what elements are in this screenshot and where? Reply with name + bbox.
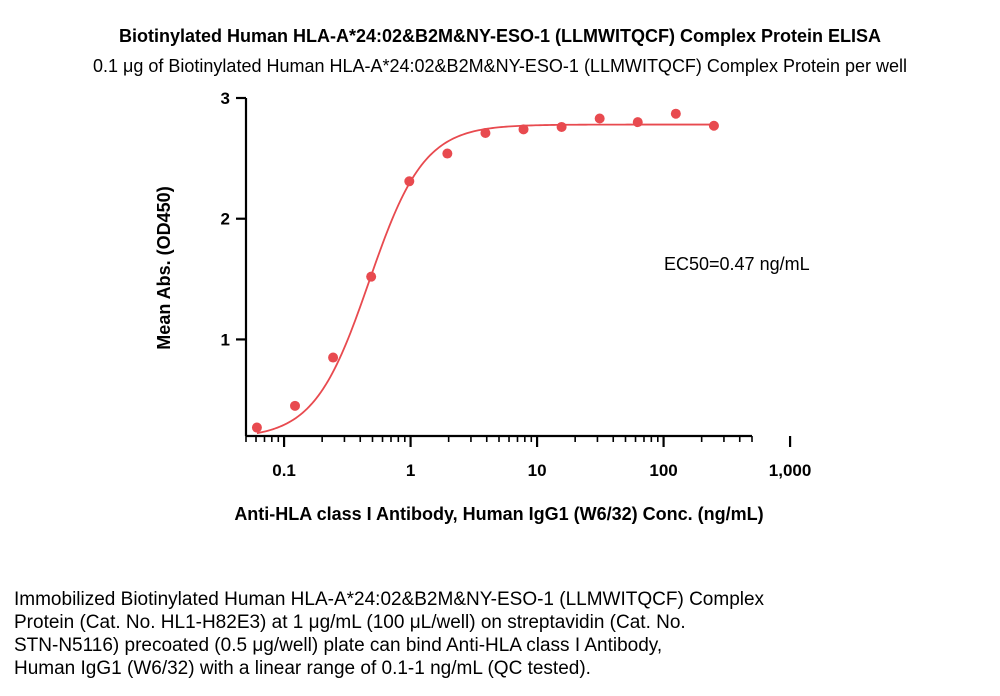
x-tick-label: 1 (406, 461, 415, 480)
x-tick-label: 1,000 (769, 461, 812, 480)
y-tick-label: 3 (221, 89, 230, 108)
data-point (290, 400, 301, 411)
data-point (594, 113, 605, 124)
x-axis-label: Anti-HLA class I Antibody, Human IgG1 (W… (234, 504, 763, 524)
labels-layer: 1 2 3 0.1 1 10 100 1,000 Anti-HLA class I Antibo… (154, 89, 811, 524)
caption-line: Protein (Cat. No. HL1-H82E3) at 1 μg/mL … (14, 612, 686, 633)
data-point (670, 108, 681, 119)
figure-caption: Immobilized Biotinylated Human HLA-A*24:… (14, 588, 974, 680)
x-tick-label: 100 (649, 461, 677, 480)
fit-curve (256, 123, 714, 435)
data-point (251, 422, 262, 433)
fit-curve-layer (256, 123, 714, 435)
data-points-layer (251, 108, 719, 433)
axes (236, 96, 792, 447)
caption-line: Immobilized Biotinylated Human HLA-A*24:… (14, 589, 765, 610)
data-point (442, 148, 453, 159)
chart-svg: 1 2 3 0.1 1 10 100 1,000 Anti-HLA class I Antibo… (154, 89, 811, 524)
data-point (328, 352, 339, 363)
chart-subtitle: 0.1 μg of Biotinylated Human HLA-A*24:02… (92, 56, 908, 76)
caption-line: Human IgG1 (W6/32) with a linear range o… (14, 658, 591, 679)
data-point (480, 128, 491, 139)
data-point (556, 121, 567, 132)
data-point (404, 176, 415, 187)
x-tick-label: 0.1 (272, 461, 296, 480)
y-axis-label: Mean Abs. (OD450) (154, 186, 174, 349)
data-point (708, 120, 719, 131)
chart-title: Biotinylated Human HLA-A*24:02&B2M&NY-ES… (118, 26, 882, 46)
y-tick-label: 2 (221, 210, 230, 229)
data-point (366, 271, 377, 282)
ec50-annotation: EC50=0.47 ng/mL (664, 254, 810, 274)
x-tick-label: 10 (528, 461, 547, 480)
caption-line: STN-N5116) precoated (0.5 μg/well) plate… (14, 635, 663, 656)
y-tick-label: 1 (221, 330, 230, 349)
data-point (632, 117, 643, 128)
data-point (518, 124, 529, 135)
